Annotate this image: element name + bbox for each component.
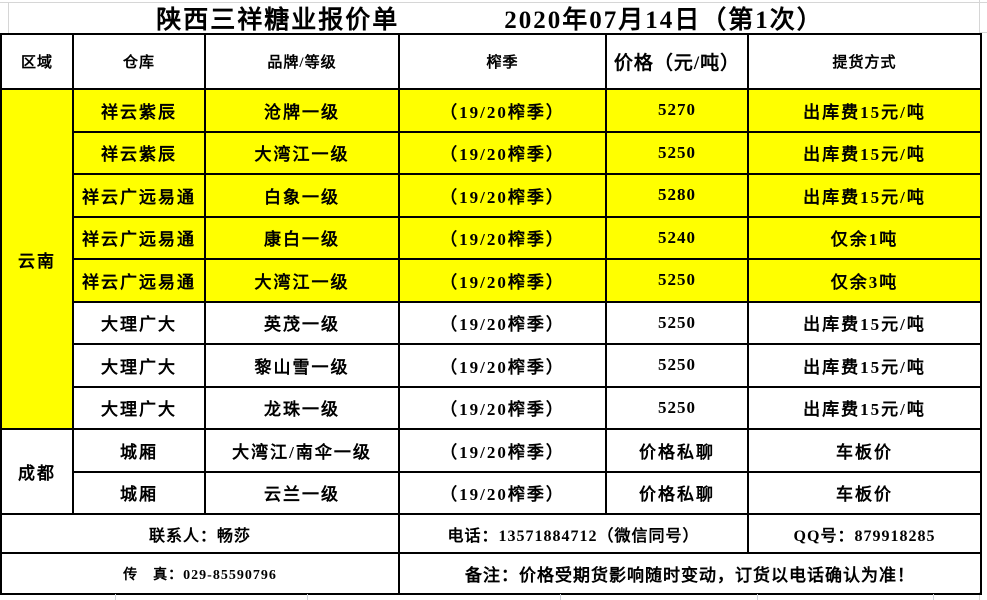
title-company: 陕西三祥糖业报价单	[156, 7, 400, 34]
fax-number: 传 真：029-85590796	[0, 552, 400, 595]
gridline-left	[8, 2, 9, 33]
footer-row-contact: 联系人：畅莎 电话：13571884712（微信同号） QQ号：87991828…	[0, 513, 982, 554]
delivery-cell: 出库费15元/吨	[747, 88, 982, 133]
delivery-cell: 出库费15元/吨	[747, 300, 982, 345]
table-row: 祥云紫辰 大湾江一级 （19/20榨季） 5250 出库费15元/吨	[1, 130, 982, 175]
warehouse-cell: 城厢	[72, 470, 206, 515]
quotation-table: 区域 仓库 品牌/等级 榨季 价格（元/吨） 提货方式 云南 祥云紫辰 沧牌一级…	[0, 33, 982, 595]
header-delivery: 提货方式	[747, 33, 982, 90]
remark-note: 备注：价格受期货影响随时变动，订货以电话确认为准！	[398, 552, 982, 595]
warehouse-cell: 大理广大	[72, 343, 206, 388]
season-cell: （19/20榨季）	[398, 428, 607, 473]
header-price: 价格（元/吨）	[605, 33, 749, 90]
delivery-cell: 车板价	[747, 428, 982, 473]
brand-cell: 黎山雪一级	[204, 343, 400, 388]
gridline-top	[0, 2, 987, 3]
brand-cell: 大湾江一级	[204, 130, 400, 175]
brand-cell: 云兰一级	[204, 470, 400, 515]
warehouse-cell: 城厢	[72, 428, 206, 473]
gridline-right-top	[979, 0, 980, 33]
price-cell: 5240	[605, 215, 749, 260]
warehouse-cell: 祥云紫辰	[72, 88, 206, 133]
season-cell: （19/20榨季）	[398, 88, 607, 133]
season-cell: （19/20榨季）	[398, 215, 607, 260]
contact-person: 联系人：畅莎	[0, 513, 400, 554]
season-cell: （19/20榨季）	[398, 173, 607, 218]
table-row: 大理广大 英茂一级 （19/20榨季） 5250 出库费15元/吨	[1, 300, 982, 345]
brand-cell: 大湾江/南伞一级	[204, 428, 400, 473]
brand-cell: 沧牌一级	[204, 88, 400, 133]
region-cell-chengdu: 成都	[0, 428, 74, 515]
warehouse-cell: 大理广大	[72, 385, 206, 430]
price-cell: 价格私聊	[605, 470, 749, 515]
gridline-right-bottom	[979, 592, 980, 600]
delivery-cell: 车板价	[747, 470, 982, 515]
brand-cell: 白象一级	[204, 173, 400, 218]
price-cell: 5250	[605, 258, 749, 303]
table-row: 祥云广远易通 白象一级 （19/20榨季） 5280 出库费15元/吨	[1, 173, 982, 218]
region-cell-yunnan: 云南	[0, 88, 74, 430]
price-cell: 价格私聊	[605, 428, 749, 473]
season-cell: （19/20榨季）	[398, 300, 607, 345]
warehouse-cell: 祥云广远易通	[72, 215, 206, 260]
season-cell: （19/20榨季）	[398, 130, 607, 175]
brand-cell: 龙珠一级	[204, 385, 400, 430]
delivery-cell: 仅余3吨	[747, 258, 982, 303]
table-row: 云南 祥云紫辰 沧牌一级 （19/20榨季） 5270 出库费15元/吨	[0, 88, 982, 430]
header-region: 区域	[0, 33, 74, 90]
page-title: 陕西三祥糖业报价单 2020年07月14日（第1次）	[0, 3, 980, 34]
brand-cell: 康白一级	[204, 215, 400, 260]
footer-row-note: 传 真：029-85590796 备注：价格受期货影响随时变动，订货以电话确认为…	[0, 552, 982, 595]
header-season: 榨季	[398, 33, 607, 90]
table-row: 祥云广远易通 大湾江一级 （19/20榨季） 5250 仅余3吨	[1, 258, 982, 303]
price-cell: 5280	[605, 173, 749, 218]
partial-empty-row	[0, 594, 987, 600]
warehouse-cell: 大理广大	[72, 300, 206, 345]
price-cell: 5250	[605, 343, 749, 388]
title-date: 2020年07月14日（第1次）	[504, 7, 824, 34]
price-cell: 5270	[605, 88, 749, 133]
price-cell: 5250	[605, 385, 749, 430]
delivery-cell: 出库费15元/吨	[747, 385, 982, 430]
header-brand: 品牌/等级	[204, 33, 400, 90]
table-row: 大理广大 黎山雪一级 （19/20榨季） 5250 出库费15元/吨	[1, 343, 982, 388]
warehouse-cell: 祥云广远易通	[72, 173, 206, 218]
table-row: 祥云广远易通 康白一级 （19/20榨季） 5240 仅余1吨	[1, 215, 982, 260]
delivery-cell: 出库费15元/吨	[747, 130, 982, 175]
warehouse-cell: 祥云紫辰	[72, 130, 206, 175]
gridline-horizontal-right	[980, 32, 987, 33]
table-header-row: 区域 仓库 品牌/等级 榨季 价格（元/吨） 提货方式	[0, 33, 982, 90]
header-warehouse: 仓库	[72, 33, 206, 90]
phone-number: 电话：13571884712（微信同号）	[398, 513, 749, 554]
delivery-cell: 出库费15元/吨	[747, 173, 982, 218]
table-row: 城厢 云兰一级 （19/20榨季） 价格私聊 车板价	[1, 470, 982, 515]
season-cell: （19/20榨季）	[398, 343, 607, 388]
qq-number: QQ号：879918285	[747, 513, 982, 554]
season-cell: （19/20榨季）	[398, 470, 607, 515]
warehouse-cell: 祥云广远易通	[72, 258, 206, 303]
table-row: 大理广大 龙珠一级 （19/20榨季） 5250 出库费15元/吨	[1, 385, 982, 430]
brand-cell: 英茂一级	[204, 300, 400, 345]
delivery-cell: 出库费15元/吨	[747, 343, 982, 388]
delivery-cell: 仅余1吨	[747, 215, 982, 260]
season-cell: （19/20榨季）	[398, 258, 607, 303]
price-cell: 5250	[605, 300, 749, 345]
price-cell: 5250	[605, 130, 749, 175]
brand-cell: 大湾江一级	[204, 258, 400, 303]
season-cell: （19/20榨季）	[398, 385, 607, 430]
table-row: 成都 城厢 大湾江/南伞一级 （19/20榨季） 价格私聊 车板价	[0, 428, 982, 515]
